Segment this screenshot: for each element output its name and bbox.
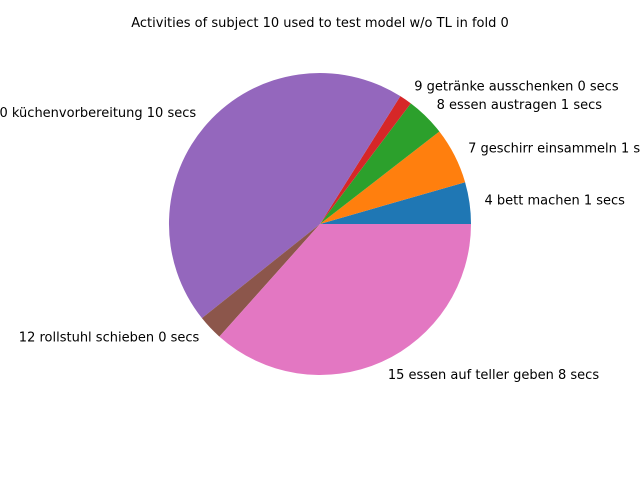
pie-slice-label-3: 9 getränke ausschenken 0 secs: [414, 80, 619, 95]
pie-slice-label-6: 15 essen auf teller geben 8 secs: [388, 368, 599, 383]
pie-slice-label-4: 10 küchenvorbereitung 10 secs: [0, 106, 196, 121]
pie-slices: [168, 72, 471, 375]
pie-labels: 4 bett machen 1 secs 7 geschirr einsammel…: [0, 80, 640, 383]
chart-title: Activities of subject 10 used to test mo…: [131, 16, 509, 31]
pie-slice-3: [320, 96, 411, 224]
pie-slice-label-5: 12 rollstuhl schieben 0 secs: [19, 331, 200, 346]
pie-slice-0: [320, 182, 471, 224]
pie-slice-2: [320, 103, 440, 224]
pie-slice-5: [201, 224, 320, 337]
pie-slice-label-0: 4 bett machen 1 secs: [484, 193, 625, 208]
pie-slice-1: [320, 131, 466, 224]
pie-slice-label-2: 8 essen austragen 1 secs: [437, 98, 603, 113]
pie-slice-6: [219, 224, 471, 375]
pie-slice-4: [168, 72, 401, 319]
pie-slice-label-1: 7 geschirr einsammeln 1 secs: [468, 141, 640, 156]
